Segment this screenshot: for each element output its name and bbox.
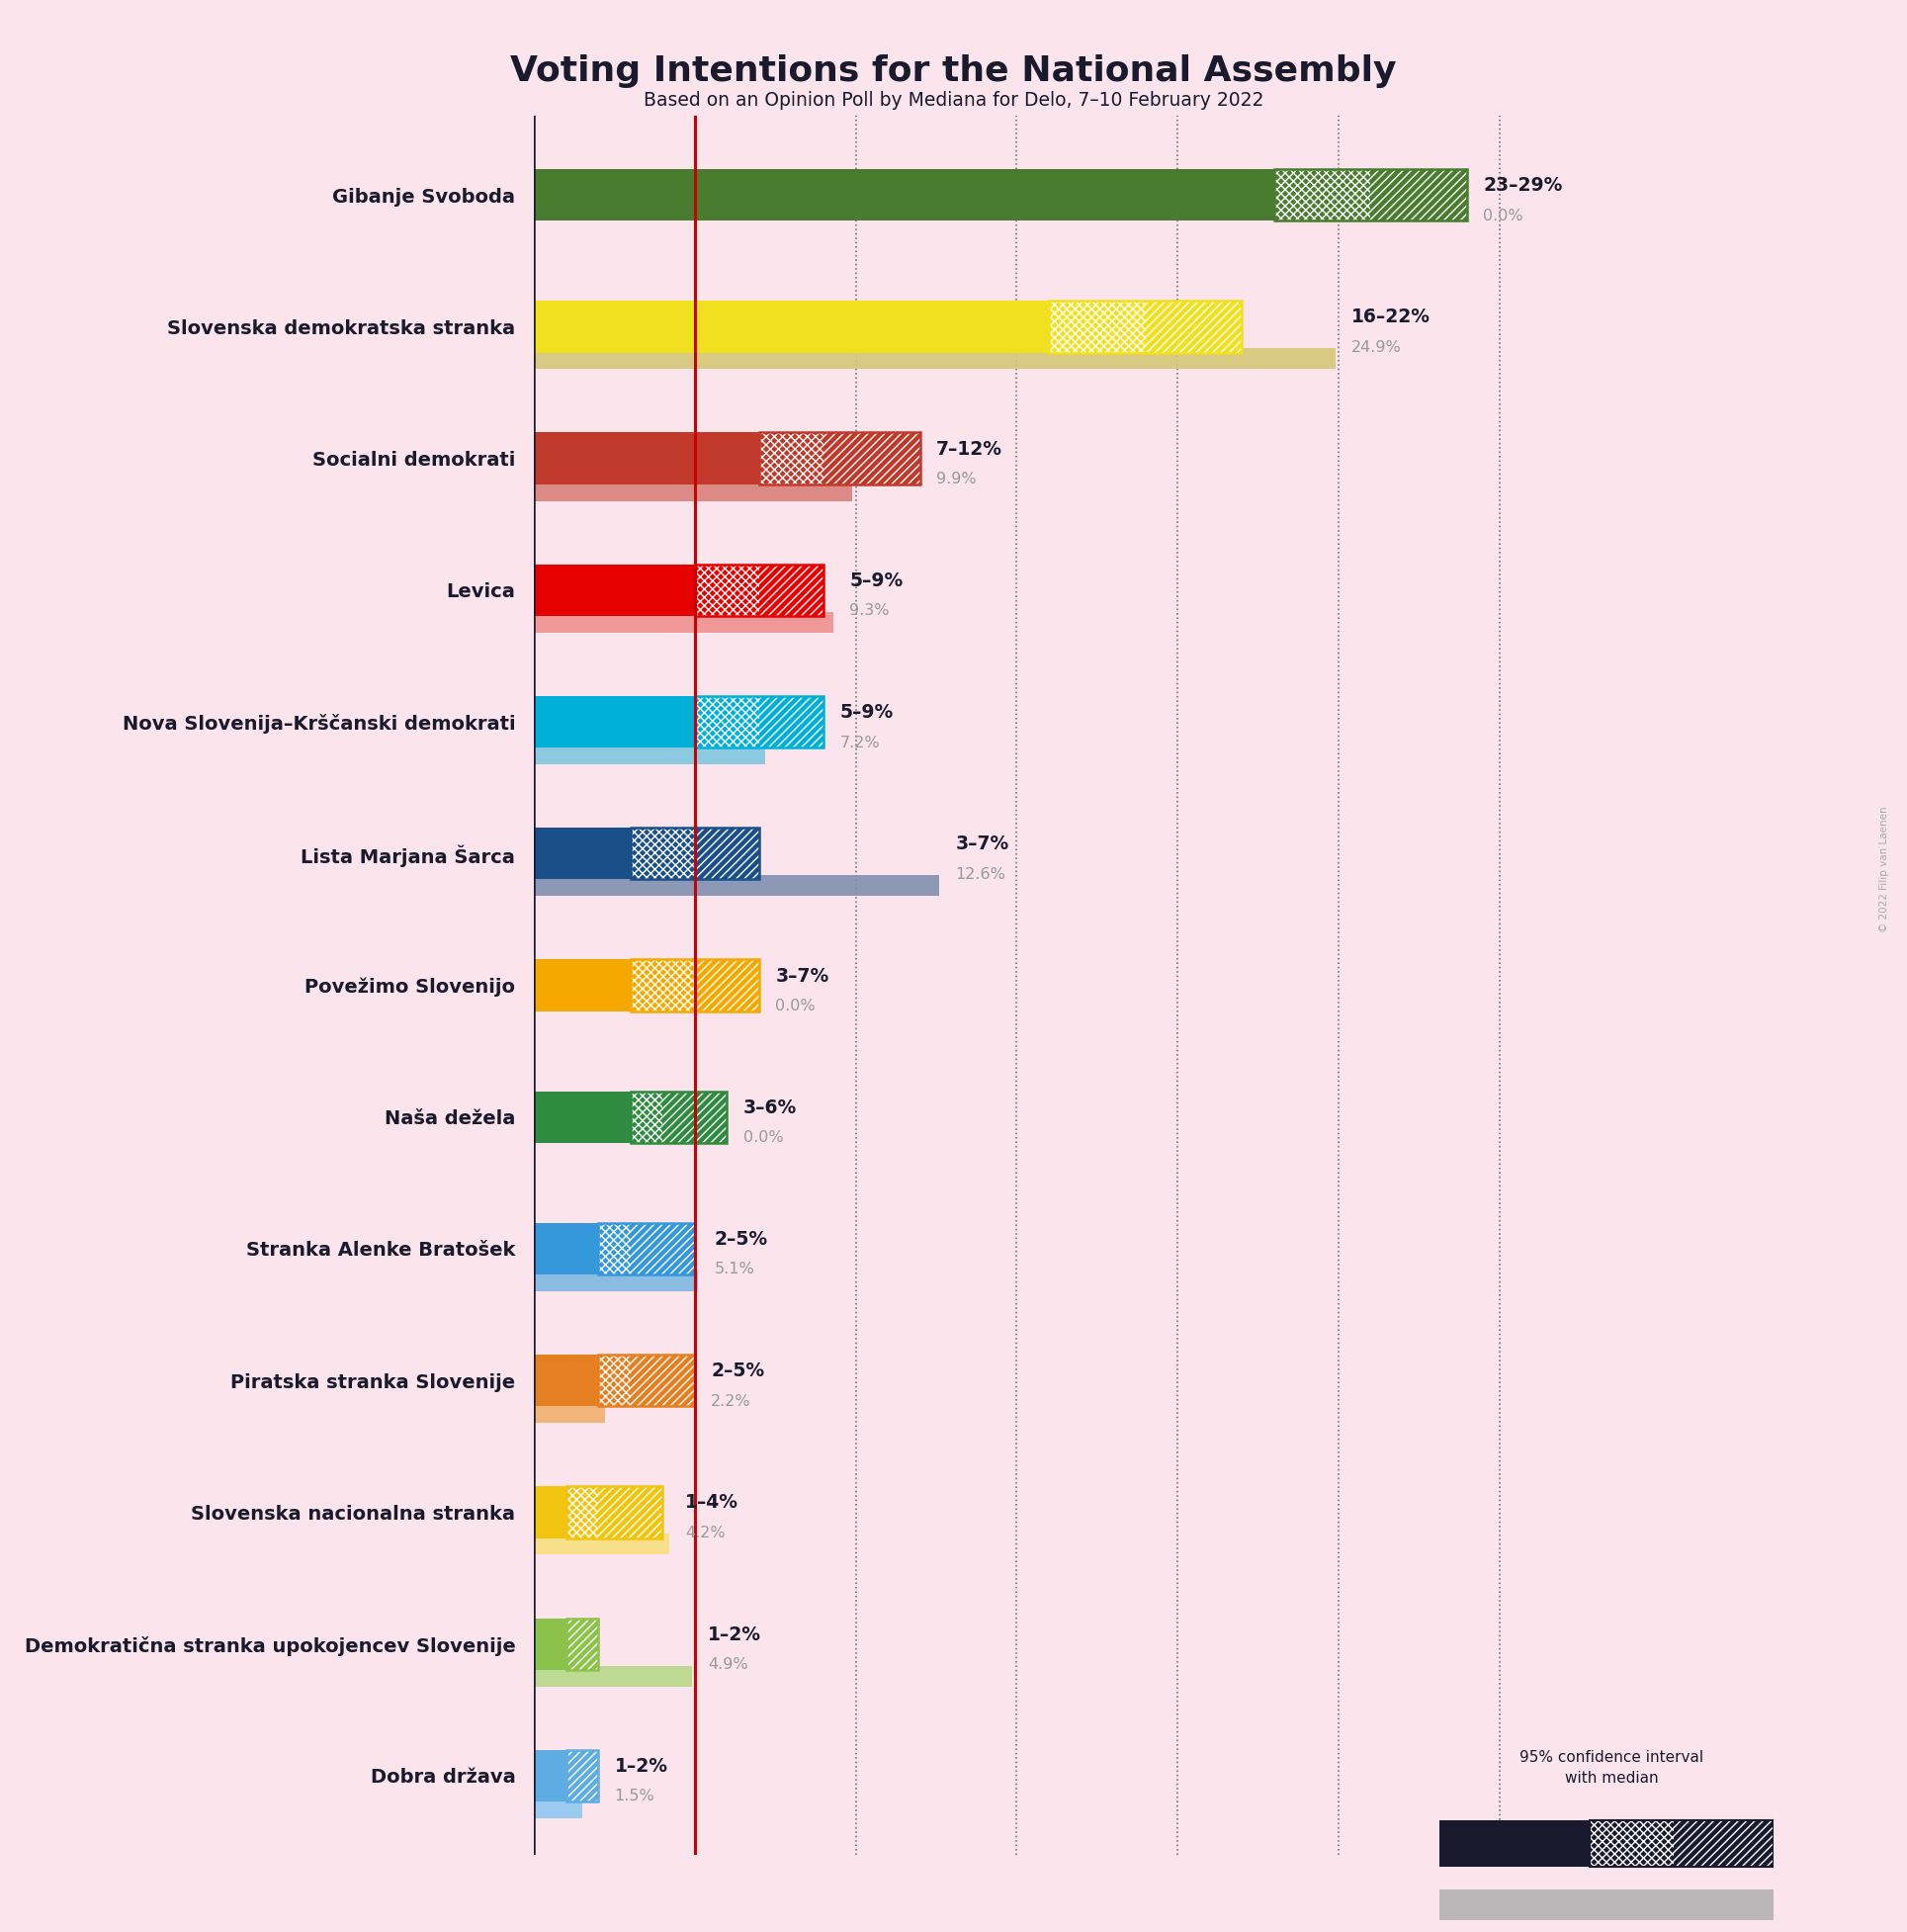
Text: © 2022 Filip van Laenen: © 2022 Filip van Laenen [1878, 806, 1890, 933]
Bar [534, 564, 694, 616]
Bar [534, 1403, 605, 1424]
Text: 4.2%: 4.2% [685, 1526, 725, 1540]
Text: 5.1%: 5.1% [713, 1262, 755, 1277]
Bar [534, 612, 833, 632]
Text: 2–5%: 2–5% [711, 1362, 765, 1381]
Bar [599, 1223, 631, 1275]
Bar [599, 1223, 694, 1275]
Bar [631, 827, 694, 879]
Text: 16–22%: 16–22% [1352, 307, 1430, 327]
Text: 3–6%: 3–6% [744, 1097, 797, 1117]
Text: Based on an Opinion Poll by Mediana for Delo, 7–10 February 2022: Based on an Opinion Poll by Mediana for … [643, 91, 1264, 110]
Bar [694, 564, 824, 616]
Bar [694, 696, 824, 748]
Bar [664, 1092, 727, 1144]
Text: 1.5%: 1.5% [614, 1789, 654, 1804]
Bar [534, 1619, 566, 1669]
Text: 2–5%: 2–5% [713, 1231, 769, 1248]
Bar [631, 1354, 694, 1406]
Bar [1049, 301, 1241, 352]
Bar [534, 1534, 669, 1555]
Bar [1146, 301, 1241, 352]
Bar [534, 1092, 631, 1144]
Text: 9.9%: 9.9% [936, 471, 976, 487]
Bar [534, 170, 1274, 220]
Bar [824, 433, 919, 485]
Bar [566, 1619, 599, 1669]
Bar [534, 1797, 582, 1818]
Bar [566, 1619, 599, 1669]
Bar [534, 301, 1049, 352]
Bar [1440, 1820, 1590, 1866]
Bar [1274, 170, 1371, 220]
Bar [631, 960, 759, 1010]
Bar [566, 1750, 599, 1801]
Text: 24.9%: 24.9% [1352, 340, 1402, 355]
Text: 2.2%: 2.2% [711, 1393, 751, 1408]
Text: Voting Intentions for the National Assembly: Voting Intentions for the National Assem… [511, 54, 1396, 87]
Text: 4.9%: 4.9% [707, 1658, 748, 1671]
Bar [599, 1486, 664, 1538]
Bar [534, 827, 631, 879]
Bar [1590, 1820, 1774, 1866]
Bar [694, 960, 759, 1010]
Text: 9.3%: 9.3% [849, 603, 889, 618]
Bar [759, 433, 824, 485]
Bar [534, 960, 631, 1010]
Bar [534, 1223, 599, 1275]
Bar [599, 1354, 631, 1406]
Bar [534, 875, 940, 896]
Text: 23–29%: 23–29% [1484, 176, 1562, 195]
Bar [631, 1223, 694, 1275]
Bar [1049, 301, 1146, 352]
Bar [599, 1354, 694, 1406]
Bar [534, 348, 1335, 369]
Bar [1672, 1820, 1774, 1866]
Bar [534, 481, 852, 500]
Bar [694, 696, 759, 748]
Bar [534, 1271, 698, 1291]
Bar [534, 1665, 692, 1687]
Bar [694, 827, 759, 879]
Bar [534, 1354, 599, 1406]
Text: 5–9%: 5–9% [839, 703, 892, 723]
Bar [1274, 170, 1466, 220]
Bar [694, 564, 759, 616]
Bar [534, 696, 694, 748]
Text: 3–7%: 3–7% [955, 835, 1009, 854]
Bar [566, 1486, 664, 1538]
Bar [1371, 170, 1466, 220]
Bar [759, 696, 824, 748]
Text: 5–9%: 5–9% [849, 572, 902, 589]
Bar [1590, 1820, 1674, 1866]
Bar [631, 827, 759, 879]
Bar [534, 1486, 566, 1538]
Text: 7.2%: 7.2% [839, 736, 879, 750]
Bar [759, 433, 919, 485]
Bar [759, 564, 824, 616]
Bar [566, 1750, 599, 1801]
Text: 3–7%: 3–7% [776, 966, 830, 985]
Text: 95% confidence interval
with median: 95% confidence interval with median [1520, 1750, 1703, 1785]
Text: 0.0%: 0.0% [744, 1130, 784, 1146]
Bar [631, 1092, 727, 1144]
Text: 0.0%: 0.0% [776, 999, 816, 1014]
Bar [534, 1750, 566, 1801]
Bar [1440, 1889, 1774, 1920]
Text: 1–2%: 1–2% [614, 1756, 667, 1776]
Text: 0.0%: 0.0% [1484, 209, 1524, 222]
Bar [631, 960, 694, 1010]
Bar [631, 1092, 664, 1144]
Bar [566, 1486, 599, 1538]
Text: 1–2%: 1–2% [707, 1625, 761, 1644]
Bar [534, 433, 759, 485]
Text: 7–12%: 7–12% [936, 440, 1003, 458]
Text: 12.6%: 12.6% [955, 867, 1005, 881]
Text: 1–4%: 1–4% [685, 1493, 738, 1513]
Bar [534, 744, 767, 765]
